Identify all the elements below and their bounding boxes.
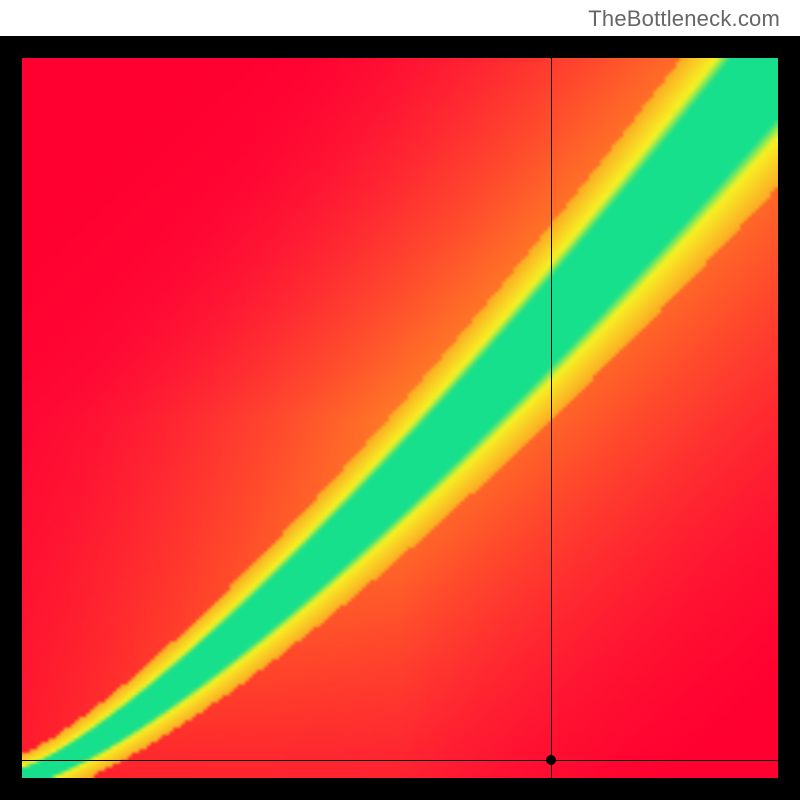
watermark-text: TheBottleneck.com — [588, 6, 780, 32]
bottleneck-heatmap — [22, 58, 778, 778]
crosshair-vertical — [551, 58, 552, 778]
crosshair-horizontal — [22, 760, 778, 761]
